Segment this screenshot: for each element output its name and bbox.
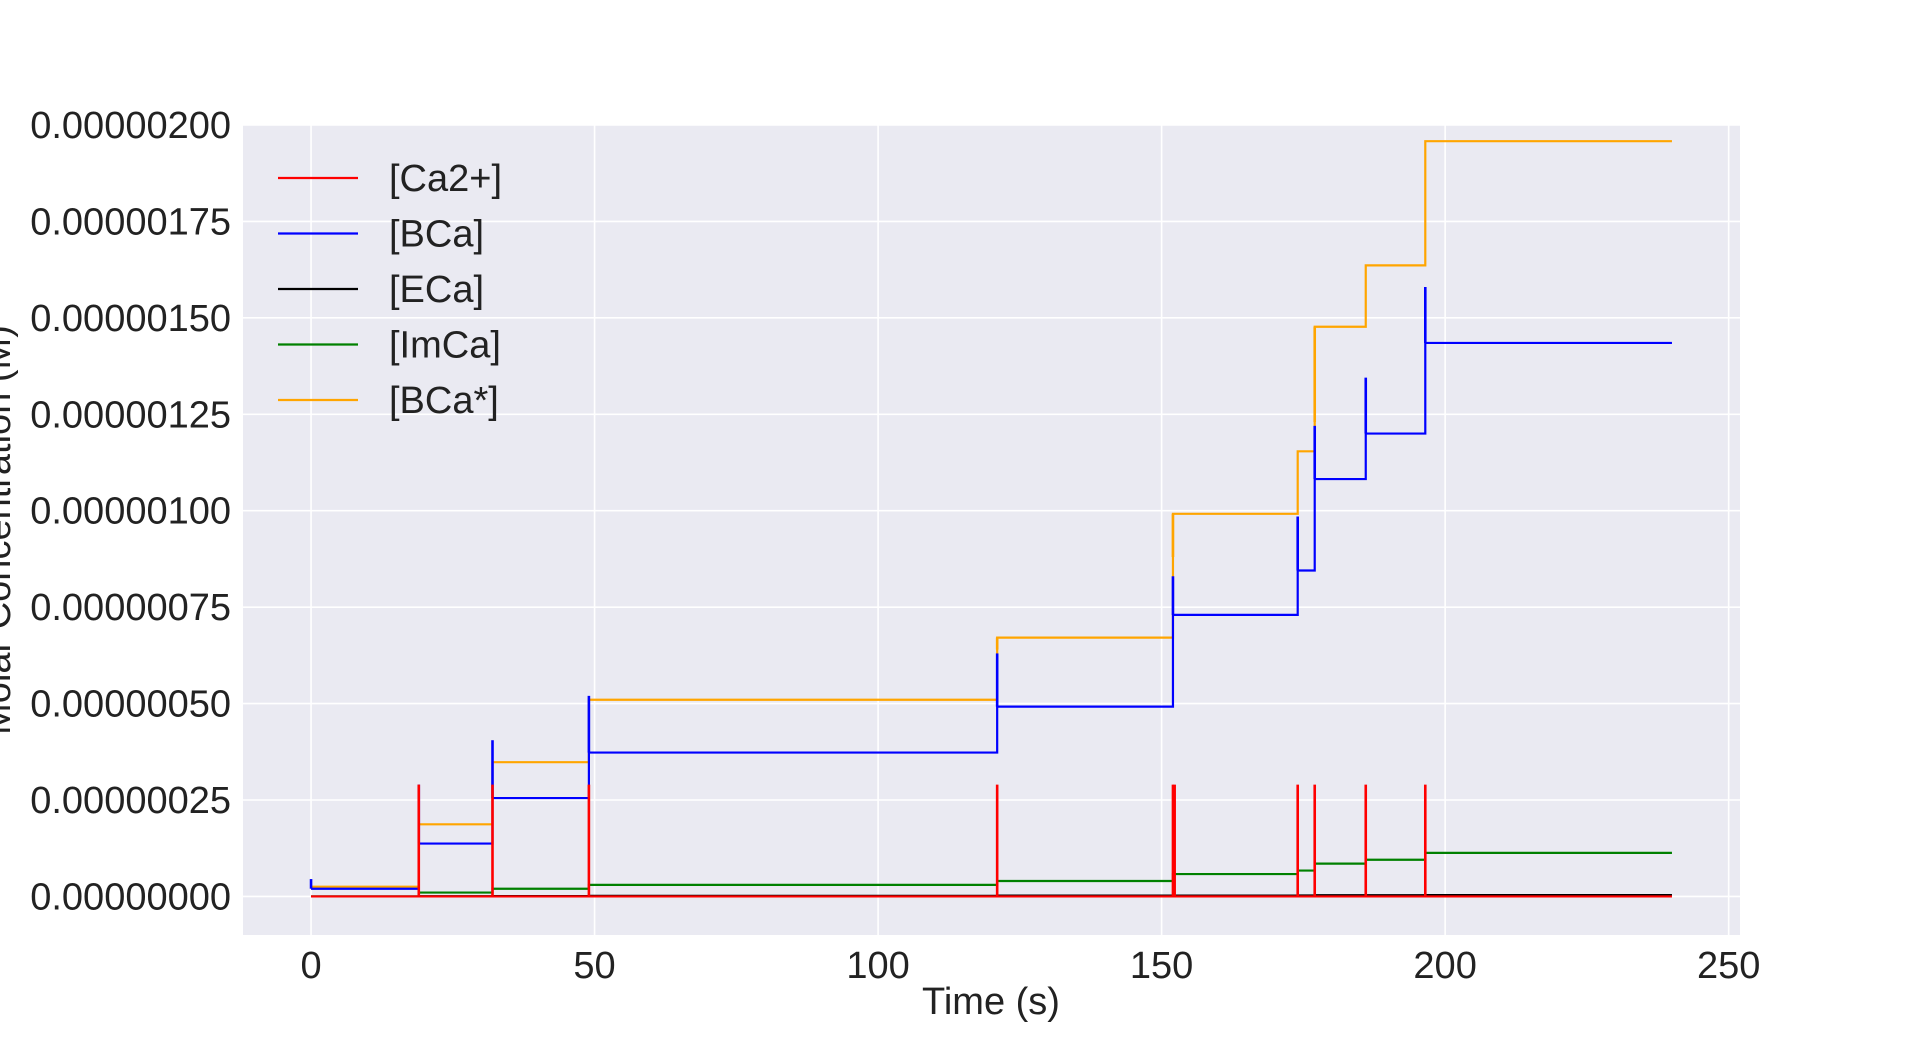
legend: [Ca2+] [BCa] [ECa] [ImCa] [BCa*]: [278, 158, 502, 422]
x-tick-label: 100: [846, 945, 909, 987]
y-tick-label: 0.00000050: [30, 684, 231, 726]
legend-label: [BCa]: [389, 214, 484, 256]
legend-label: [BCa*]: [389, 380, 499, 422]
y-tick-label: 0.00000175: [30, 201, 231, 243]
legend-item: [BCa*]: [278, 380, 499, 422]
legend-label: [ImCa]: [389, 325, 501, 367]
x-axis-ticks: 0 50 100 150 200 250: [300, 945, 1760, 987]
x-tick-label: 50: [573, 945, 615, 987]
y-tick-label: 0.00000200: [30, 105, 231, 147]
y-tick-label: 0.00000075: [30, 587, 231, 629]
legend-label: [Ca2+]: [389, 158, 502, 200]
x-tick-label: 250: [1697, 945, 1760, 987]
legend-item: [BCa]: [278, 214, 484, 256]
y-axis-label: Molar Concentration (M): [0, 325, 19, 735]
x-tick-label: 150: [1130, 945, 1193, 987]
legend-item: [Ca2+]: [278, 158, 502, 200]
x-tick-label: 200: [1413, 945, 1476, 987]
legend-label: [ECa]: [389, 269, 484, 311]
x-axis-label: Time (s): [922, 981, 1060, 1023]
y-tick-label: 0.00000025: [30, 780, 231, 822]
y-tick-label: 0.00000150: [30, 298, 231, 340]
legend-item: [ImCa]: [278, 325, 501, 367]
y-axis-ticks: 0.00000000 0.00000025 0.00000050 0.00000075…: [30, 105, 231, 918]
legend-item: [ECa]: [278, 269, 484, 311]
y-tick-label: 0.00000000: [30, 876, 231, 918]
grid-lines: [243, 124, 1740, 935]
series-lines: [309, 140, 1672, 898]
x-tick-label: 0: [300, 945, 321, 987]
y-tick-label: 0.00000100: [30, 491, 231, 533]
y-tick-label: 0.00000125: [30, 394, 231, 436]
series-ca2: [311, 784, 1672, 898]
